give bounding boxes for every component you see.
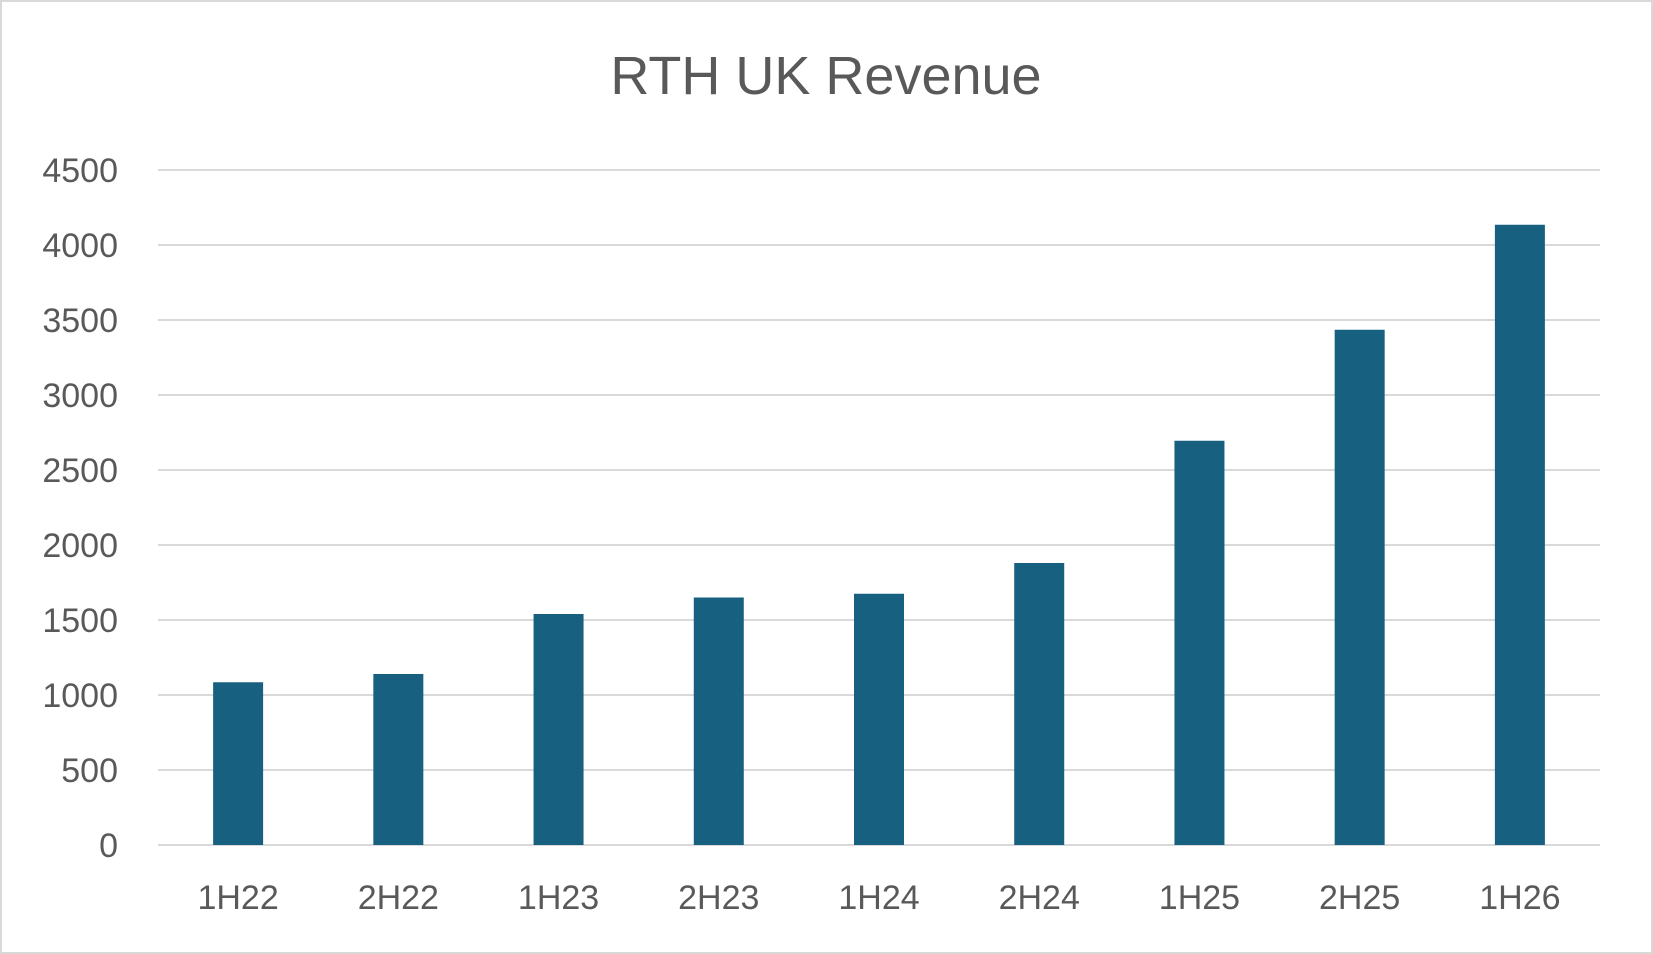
y-tick-label: 4000 xyxy=(42,227,118,265)
bar-2H24 xyxy=(1014,563,1065,845)
bar-1H26 xyxy=(1494,224,1545,845)
y-tick-label: 4500 xyxy=(42,152,118,190)
x-tick-label: 1H26 xyxy=(1479,879,1560,917)
bar-1H25 xyxy=(1174,440,1225,845)
y-tick-label: 2500 xyxy=(42,452,118,490)
y-tick-label: 1000 xyxy=(42,677,118,715)
y-tick-label: 0 xyxy=(99,827,118,865)
y-tick-label: 500 xyxy=(61,752,118,790)
bar-1H24 xyxy=(854,593,904,845)
x-tick-label: 2H23 xyxy=(678,879,759,917)
y-axis-ticks: 0 500 1000 1500 2000 2500 3000 3500 4000 4500 xyxy=(42,152,118,865)
bar-2H25 xyxy=(1334,329,1385,845)
x-tick-label: 1H23 xyxy=(518,879,599,917)
bar-1H23 xyxy=(533,614,584,845)
x-tick-label: 1H25 xyxy=(1159,879,1240,917)
y-tick-label: 2000 xyxy=(42,527,118,565)
x-tick-label: 1H24 xyxy=(838,879,919,917)
y-tick-label: 3500 xyxy=(42,302,118,340)
x-tick-label: 2H22 xyxy=(358,879,439,917)
bar-1H22 xyxy=(213,682,264,845)
y-tick-label: 3000 xyxy=(42,377,118,415)
bar-2H22 xyxy=(373,674,424,845)
bar-2H23 xyxy=(693,597,744,845)
y-tick-label: 1500 xyxy=(42,602,118,640)
bars xyxy=(213,224,1545,845)
x-tick-label: 1H22 xyxy=(197,879,278,917)
chart-title: RTH UK Revenue xyxy=(610,46,1041,106)
x-axis-ticks: 1H22 2H22 1H23 2H23 1H24 2H24 1H25 2H25 1H26 xyxy=(197,879,1560,917)
x-tick-label: 2H25 xyxy=(1319,879,1400,917)
x-tick-label: 2H24 xyxy=(999,879,1080,917)
